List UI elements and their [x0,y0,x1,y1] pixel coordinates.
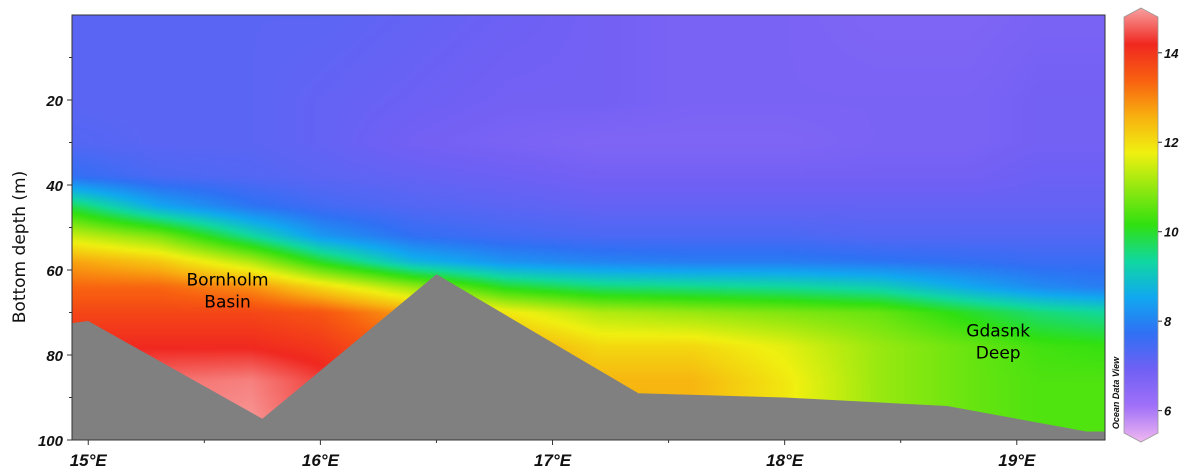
colorbar-ticks: 6 8 10 12 14 [1158,46,1179,419]
y-tick-label: 20 [45,93,63,110]
colorbar-tick-label: 12 [1164,135,1179,150]
colorbar-tick-label: 10 [1164,225,1179,240]
annotation-line: Bornholm [187,271,269,291]
colorbar-scale [1124,8,1158,442]
colorbar-tick-label: 6 [1164,404,1172,419]
y-axis: 20 40 60 80 100 [38,58,72,451]
y-tick-label: 40 [45,178,63,195]
colorbar-tick-label: 8 [1164,314,1172,329]
plot-area [72,15,1105,440]
x-tick-label: 16°E [302,451,340,470]
y-tick-label: 100 [38,433,64,450]
x-tick-label: 19°E [998,451,1036,470]
x-tick-label: 18°E [766,451,804,470]
y-tick-label: 80 [46,348,63,365]
colorbar: 6 8 10 12 14 [1124,8,1179,442]
watermark-label: Ocean Data View [1111,356,1121,429]
annotation-line: Gdasnk [966,322,1030,342]
x-tick-label: 15°E [70,451,108,470]
x-axis: 15°E 16°E 17°E 18°E 19°E [70,440,1036,470]
x-tick-label: 17°E [534,451,572,470]
y-axis-title: Bottom depth (m) [10,171,30,323]
annotation-line: Basin [204,293,250,313]
y-tick-label: 60 [46,263,63,280]
colorbar-tick-label: 14 [1164,46,1179,61]
annotation-line: Deep [976,344,1021,364]
